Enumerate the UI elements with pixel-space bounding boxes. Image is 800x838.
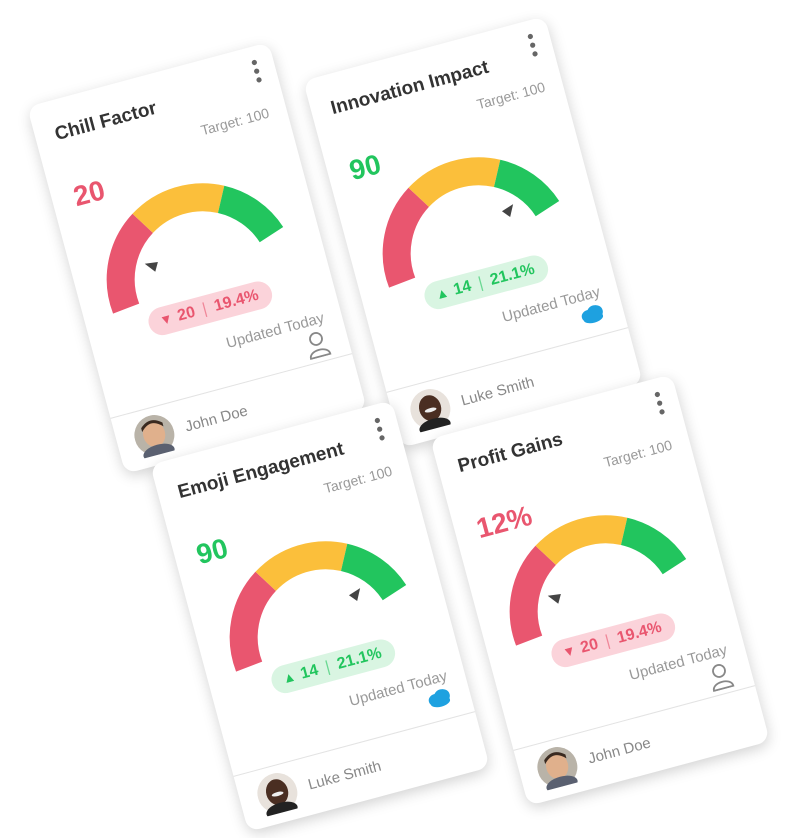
change-value: 20 bbox=[578, 635, 601, 657]
cloud-icon bbox=[424, 685, 456, 716]
person-icon bbox=[704, 659, 738, 698]
change-value: 20 bbox=[175, 303, 198, 325]
avatar bbox=[253, 769, 303, 823]
menu-button[interactable] bbox=[524, 31, 540, 59]
change-badge: 14 | 21.1% bbox=[268, 636, 399, 697]
avatar bbox=[130, 411, 180, 465]
separator: | bbox=[323, 658, 332, 676]
avatar bbox=[533, 743, 583, 797]
separator: | bbox=[200, 300, 209, 318]
kpi-card: Innovation Impact Target: 100 90 14 | 21.1% Up… bbox=[303, 16, 643, 448]
user-name: Luke Smith bbox=[459, 373, 537, 410]
change-badge: 14 | 21.1% bbox=[421, 252, 552, 313]
menu-button[interactable] bbox=[248, 57, 264, 85]
trend-arrow bbox=[563, 642, 575, 661]
kpi-card: Chill Factor Target: 100 20 20 | 19.4% Updated… bbox=[27, 42, 367, 474]
cloud-icon bbox=[577, 301, 609, 332]
gauge bbox=[106, 183, 284, 314]
separator: | bbox=[476, 274, 485, 292]
person-icon bbox=[301, 327, 335, 366]
user-name: John Doe bbox=[183, 402, 250, 436]
user-name: Luke Smith bbox=[306, 757, 384, 794]
kpi-card: Emoji Engagement Target: 100 90 14 | 21.1% Upd… bbox=[150, 400, 490, 832]
trend-arrow bbox=[160, 310, 172, 329]
menu-button[interactable] bbox=[651, 389, 667, 417]
menu-button[interactable] bbox=[371, 415, 387, 443]
avatar bbox=[406, 385, 456, 439]
separator: | bbox=[603, 632, 612, 650]
change-value: 14 bbox=[451, 277, 474, 299]
trend-arrow bbox=[436, 284, 448, 303]
gauge bbox=[229, 541, 407, 672]
change-value: 14 bbox=[298, 661, 321, 683]
kpi-card: Profit Gains Target: 100 12% 20 | 19.4% Update… bbox=[430, 374, 770, 806]
change-badge: 20 | 19.4% bbox=[548, 610, 679, 671]
trend-arrow bbox=[283, 668, 295, 687]
change-badge: 20 | 19.4% bbox=[145, 278, 276, 339]
gauge bbox=[382, 157, 560, 288]
gauge bbox=[509, 515, 687, 646]
user-name: John Doe bbox=[586, 734, 653, 768]
